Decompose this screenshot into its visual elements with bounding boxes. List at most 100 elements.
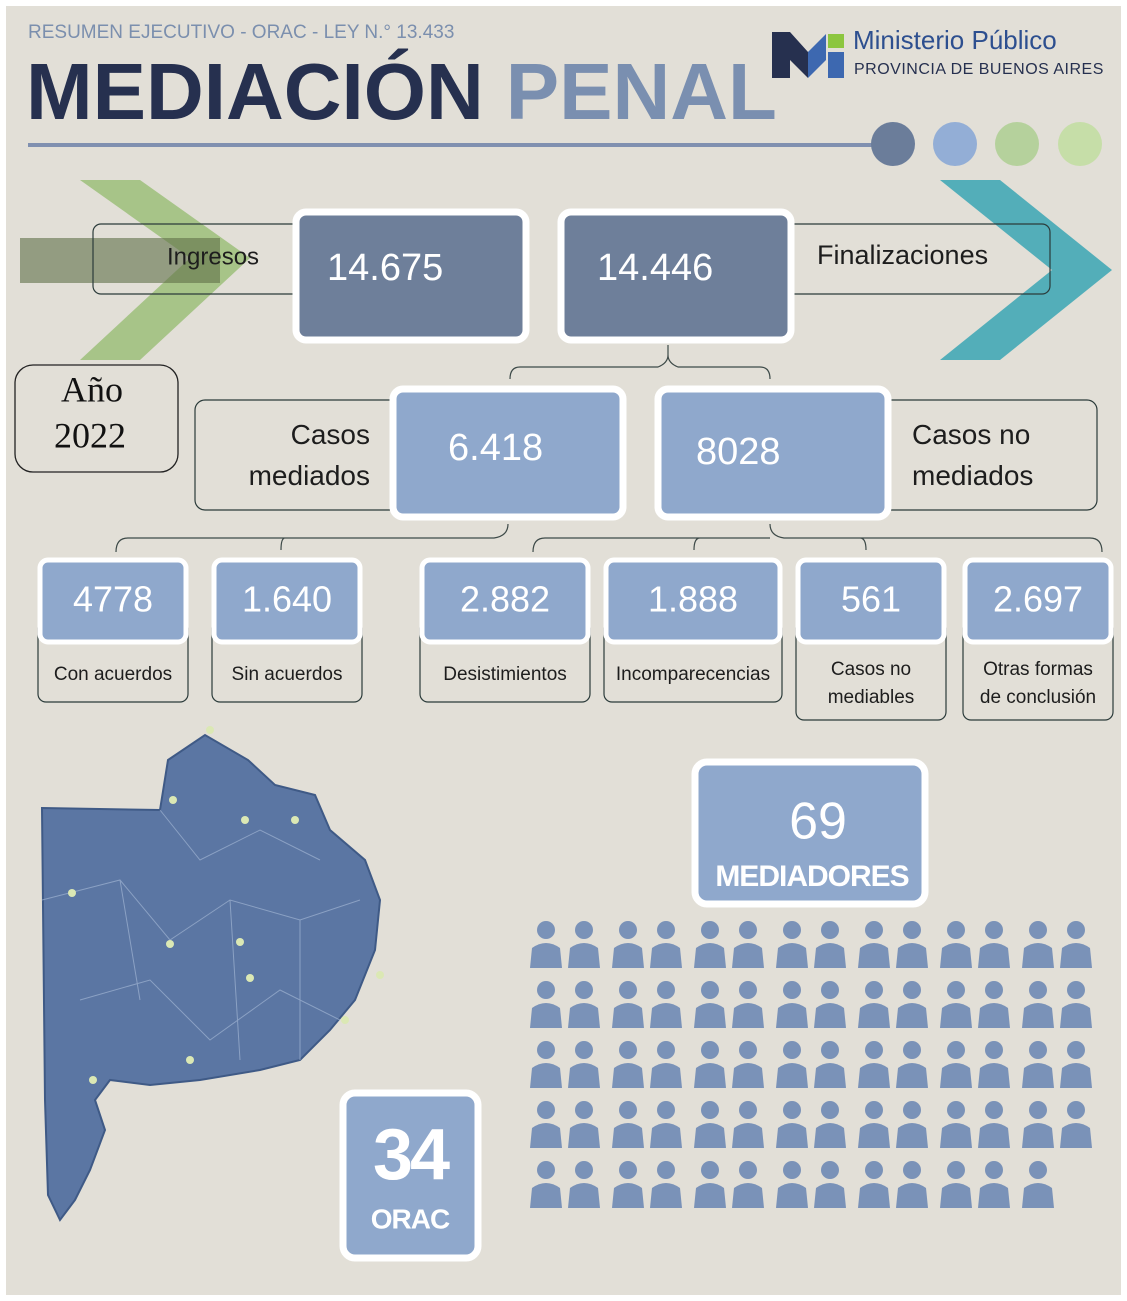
label-line: de conclusión <box>980 687 1096 708</box>
body <box>694 1123 726 1148</box>
no-mediados-label: Casos no mediados <box>912 419 1033 491</box>
person-icon <box>694 1161 726 1208</box>
value-box <box>211 557 363 645</box>
head <box>739 981 757 999</box>
body <box>612 1003 644 1028</box>
body <box>896 943 928 968</box>
person-icon <box>612 1161 644 1208</box>
finalizaciones-value: 14.446 <box>597 247 713 289</box>
mediadores-label: MEDIADORES <box>715 860 908 893</box>
body <box>568 1183 600 1208</box>
body <box>612 1123 644 1148</box>
body <box>940 1003 972 1028</box>
head <box>1029 1161 1047 1179</box>
head <box>575 1101 593 1119</box>
head <box>783 1041 801 1059</box>
person-icon <box>1022 921 1054 968</box>
body <box>776 1003 808 1028</box>
mediados-value: 6.418 <box>448 427 543 469</box>
person-icon <box>814 981 846 1028</box>
body <box>940 1063 972 1088</box>
body <box>694 943 726 968</box>
body <box>1060 943 1092 968</box>
body <box>732 1063 764 1088</box>
body <box>776 1183 808 1208</box>
head <box>739 1101 757 1119</box>
head <box>1067 1041 1085 1059</box>
label: Otras formas de conclusión <box>980 659 1096 708</box>
body <box>650 1183 682 1208</box>
body <box>978 1183 1010 1208</box>
body <box>858 943 890 968</box>
head <box>575 1041 593 1059</box>
body <box>732 1183 764 1208</box>
label: Casos no mediables <box>828 659 915 708</box>
person-icon <box>776 1041 808 1088</box>
label-line: Casos no <box>831 659 911 680</box>
label-line: mediados <box>249 460 370 491</box>
head <box>947 981 965 999</box>
head <box>783 981 801 999</box>
person-icon <box>896 1041 928 1088</box>
ingresos-label: Ingresos <box>167 243 259 270</box>
head <box>701 981 719 999</box>
person-icon <box>568 1041 600 1088</box>
body <box>694 1003 726 1028</box>
person-icon <box>650 981 682 1028</box>
head <box>821 1041 839 1059</box>
body <box>1060 1003 1092 1028</box>
label-line: Con acuerdos <box>54 664 172 685</box>
person-icon <box>530 921 562 968</box>
body <box>1022 1003 1054 1028</box>
head <box>537 1101 555 1119</box>
value: 561 <box>841 579 901 620</box>
person-icon <box>978 921 1010 968</box>
body <box>1022 1123 1054 1148</box>
person-icon <box>732 981 764 1028</box>
head <box>1029 921 1047 939</box>
head <box>1029 1101 1047 1119</box>
head <box>619 1161 637 1179</box>
label: Desistimientos <box>443 664 567 685</box>
person-icon <box>530 1101 562 1148</box>
head <box>657 921 675 939</box>
breakdown: 4778 Con acuerdos 1.640 Sin acuerdos 2.882 De… <box>37 557 1114 721</box>
person-icon <box>1022 1041 1054 1088</box>
head <box>865 1161 883 1179</box>
body <box>814 1183 846 1208</box>
label-line: Casos <box>291 419 370 450</box>
head <box>783 1101 801 1119</box>
label-line: Desistimientos <box>443 664 567 685</box>
head <box>903 921 921 939</box>
head <box>947 1161 965 1179</box>
person-icon <box>694 1101 726 1148</box>
person-icon <box>858 981 890 1028</box>
head <box>947 1101 965 1119</box>
person-icon <box>978 1041 1010 1088</box>
body <box>650 1123 682 1148</box>
body <box>530 1003 562 1028</box>
body <box>1022 1063 1054 1088</box>
head <box>821 981 839 999</box>
person-icon <box>940 1101 972 1148</box>
body <box>1060 1123 1092 1148</box>
connector <box>115 523 1103 553</box>
mediados-label: Casos mediados <box>249 419 370 491</box>
value: 1.640 <box>242 579 332 620</box>
person-icon <box>530 1161 562 1208</box>
logo-name: Ministerio Público <box>853 25 1057 55</box>
body <box>858 1183 890 1208</box>
label: Con acuerdos <box>54 664 172 685</box>
body <box>568 1063 600 1088</box>
person-icon <box>978 1101 1010 1148</box>
head <box>701 921 719 939</box>
head <box>739 921 757 939</box>
person-icon <box>978 1161 1010 1208</box>
body <box>814 1003 846 1028</box>
head <box>865 1041 883 1059</box>
body <box>776 1063 808 1088</box>
label-line: Sin acuerdos <box>232 664 343 685</box>
logo-sub: PROVINCIA DE BUENOS AIRES <box>854 61 1104 78</box>
year-frame <box>14 364 179 473</box>
